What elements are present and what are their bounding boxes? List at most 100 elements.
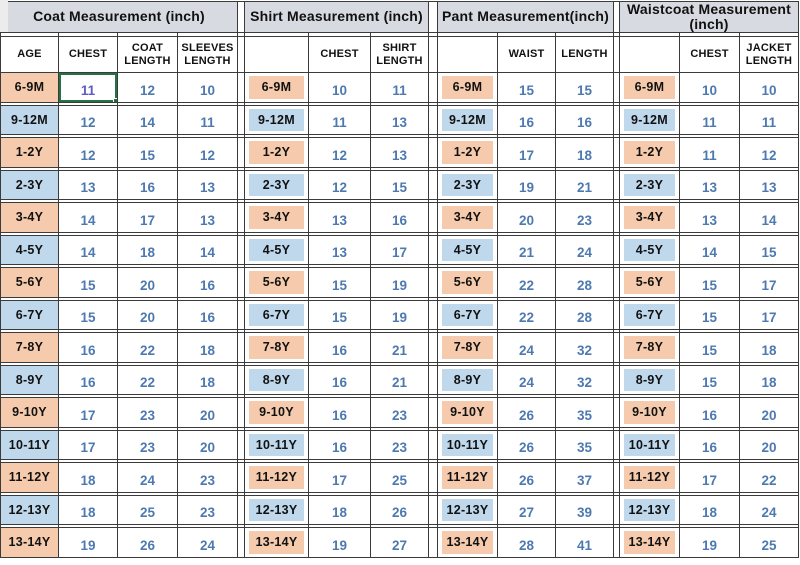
measurement-cell-coat[interactable]: 18 <box>58 462 117 492</box>
measurement-cell-coat[interactable]: 16 <box>58 364 117 394</box>
measurement-cell-coat[interactable]: 12 <box>117 72 177 102</box>
measurement-cell-coat[interactable]: 15 <box>117 137 177 167</box>
age-cell-shirt[interactable]: 10-11Y <box>244 429 308 459</box>
age-cell-shirt[interactable]: 2-3Y <box>244 169 308 199</box>
column-header-age-shirt[interactable] <box>244 36 308 72</box>
measurement-cell-waistcoat[interactable]: 11 <box>739 104 798 134</box>
measurement-cell-waistcoat[interactable]: 14 <box>739 202 798 232</box>
age-cell-waistcoat[interactable]: 13-14Y <box>619 527 679 557</box>
measurement-cell-coat[interactable]: 26 <box>117 527 177 557</box>
age-cell-waistcoat[interactable]: 3-4Y <box>619 202 679 232</box>
age-cell-shirt[interactable]: 8-9Y <box>244 364 308 394</box>
measurement-cell-coat[interactable]: 14 <box>58 202 117 232</box>
measurement-cell-pant[interactable]: 26 <box>497 397 555 427</box>
age-cell-shirt[interactable]: 12-13Y <box>244 494 308 524</box>
measurement-cell-waistcoat[interactable]: 22 <box>739 462 798 492</box>
measurement-cell-pant[interactable]: 28 <box>555 267 613 297</box>
measurement-cell-coat[interactable]: 23 <box>117 429 177 459</box>
age-cell-pant[interactable]: 4-5Y <box>437 234 497 264</box>
measurement-cell-coat[interactable]: 24 <box>117 462 177 492</box>
measurement-cell-coat[interactable]: 23 <box>177 494 237 524</box>
measurement-cell-shirt[interactable]: 23 <box>370 397 428 427</box>
age-cell-coat[interactable]: 3-4Y <box>0 202 58 232</box>
age-cell-pant[interactable]: 3-4Y <box>437 202 497 232</box>
measurement-cell-pant[interactable]: 39 <box>555 494 613 524</box>
age-cell-pant[interactable]: 6-7Y <box>437 299 497 329</box>
measurement-cell-shirt[interactable]: 16 <box>308 332 370 362</box>
measurement-cell-coat[interactable]: 20 <box>117 299 177 329</box>
age-cell-shirt[interactable]: 13-14Y <box>244 527 308 557</box>
measurement-cell-shirt[interactable]: 23 <box>370 429 428 459</box>
measurement-cell-coat[interactable]: 13 <box>58 169 117 199</box>
measurement-cell-pant[interactable]: 35 <box>555 429 613 459</box>
measurement-cell-pant[interactable]: 19 <box>497 169 555 199</box>
measurement-cell-coat[interactable]: 15 <box>58 267 117 297</box>
age-cell-pant[interactable]: 10-11Y <box>437 429 497 459</box>
measurement-cell-waistcoat[interactable]: 11 <box>679 137 739 167</box>
age-cell-coat[interactable]: 4-5Y <box>0 234 58 264</box>
age-cell-coat[interactable]: 8-9Y <box>0 364 58 394</box>
age-cell-pant[interactable]: 5-6Y <box>437 267 497 297</box>
measurement-cell-coat[interactable]: 12 <box>58 104 117 134</box>
age-cell-coat[interactable]: 12-13Y <box>0 494 58 524</box>
age-cell-shirt[interactable]: 1-2Y <box>244 137 308 167</box>
column-header-pant-1[interactable]: WAIST <box>497 36 555 72</box>
measurement-cell-shirt[interactable]: 17 <box>370 234 428 264</box>
measurement-cell-shirt[interactable]: 15 <box>308 299 370 329</box>
age-cell-coat[interactable]: 2-3Y <box>0 169 58 199</box>
measurement-cell-shirt[interactable]: 15 <box>370 169 428 199</box>
measurement-cell-waistcoat[interactable]: 18 <box>679 494 739 524</box>
measurement-cell-waistcoat[interactable]: 17 <box>739 267 798 297</box>
measurement-cell-coat[interactable]: 25 <box>117 494 177 524</box>
age-cell-waistcoat[interactable]: 12-13Y <box>619 494 679 524</box>
measurement-cell-coat[interactable]: 20 <box>117 267 177 297</box>
age-cell-waistcoat[interactable]: 1-2Y <box>619 137 679 167</box>
age-cell-coat[interactable]: 10-11Y <box>0 429 58 459</box>
column-header-age-coat[interactable]: AGE <box>0 36 58 72</box>
measurement-cell-waistcoat[interactable]: 19 <box>679 527 739 557</box>
age-cell-shirt[interactable]: 4-5Y <box>244 234 308 264</box>
measurement-cell-shirt[interactable]: 12 <box>308 169 370 199</box>
measurement-cell-coat[interactable]: 18 <box>177 332 237 362</box>
measurement-cell-shirt[interactable]: 13 <box>370 104 428 134</box>
measurement-cell-shirt[interactable]: 27 <box>370 527 428 557</box>
measurement-cell-shirt[interactable]: 11 <box>370 72 428 102</box>
measurement-cell-pant[interactable]: 28 <box>497 527 555 557</box>
age-cell-waistcoat[interactable]: 10-11Y <box>619 429 679 459</box>
measurement-cell-pant[interactable]: 22 <box>497 267 555 297</box>
measurement-cell-shirt[interactable]: 18 <box>308 494 370 524</box>
age-cell-shirt[interactable]: 6-9M <box>244 72 308 102</box>
age-cell-pant[interactable]: 6-9M <box>437 72 497 102</box>
measurement-cell-waistcoat[interactable]: 16 <box>679 429 739 459</box>
measurement-cell-waistcoat[interactable]: 18 <box>739 332 798 362</box>
measurement-cell-pant[interactable]: 16 <box>497 104 555 134</box>
measurement-cell-pant[interactable]: 24 <box>497 332 555 362</box>
measurement-cell-shirt[interactable]: 16 <box>308 364 370 394</box>
age-cell-shirt[interactable]: 6-7Y <box>244 299 308 329</box>
measurement-cell-pant[interactable]: 26 <box>497 429 555 459</box>
measurement-cell-pant[interactable]: 23 <box>555 202 613 232</box>
measurement-cell-pant[interactable]: 21 <box>555 169 613 199</box>
measurement-cell-coat[interactable]: 22 <box>117 332 177 362</box>
age-cell-pant[interactable]: 11-12Y <box>437 462 497 492</box>
age-cell-waistcoat[interactable]: 6-7Y <box>619 299 679 329</box>
age-cell-waistcoat[interactable]: 9-10Y <box>619 397 679 427</box>
age-cell-shirt[interactable]: 7-8Y <box>244 332 308 362</box>
measurement-cell-coat[interactable]: 20 <box>177 429 237 459</box>
measurement-cell-coat[interactable]: 15 <box>58 299 117 329</box>
age-cell-waistcoat[interactable]: 9-12M <box>619 104 679 134</box>
measurement-cell-coat[interactable]: 14 <box>58 234 117 264</box>
measurement-cell-pant[interactable]: 26 <box>497 462 555 492</box>
measurement-cell-shirt[interactable]: 19 <box>370 299 428 329</box>
age-cell-pant[interactable]: 13-14Y <box>437 527 497 557</box>
measurement-cell-waistcoat[interactable]: 15 <box>679 332 739 362</box>
age-cell-pant[interactable]: 12-13Y <box>437 494 497 524</box>
measurement-cell-pant[interactable]: 15 <box>497 72 555 102</box>
age-cell-shirt[interactable]: 9-10Y <box>244 397 308 427</box>
measurement-cell-shirt[interactable]: 21 <box>370 364 428 394</box>
measurement-cell-waistcoat[interactable]: 12 <box>739 137 798 167</box>
measurement-cell-pant[interactable]: 27 <box>497 494 555 524</box>
measurement-cell-coat[interactable]: 19 <box>58 527 117 557</box>
measurement-cell-waistcoat[interactable]: 15 <box>679 299 739 329</box>
measurement-cell-coat[interactable]: 22 <box>117 364 177 394</box>
